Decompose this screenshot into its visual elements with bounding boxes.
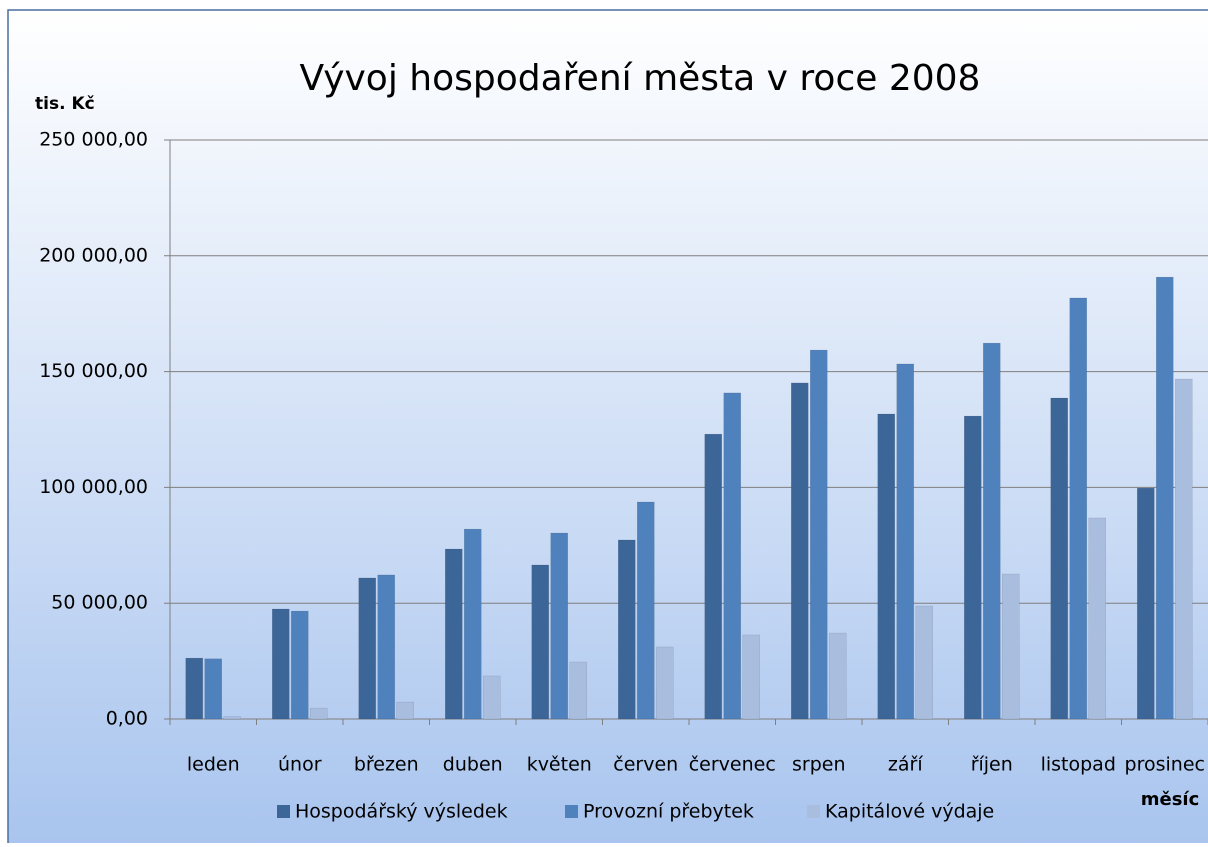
bar (310, 707, 328, 720)
bar (1002, 573, 1020, 720)
x-tick-label: květen (527, 754, 592, 776)
bar (358, 577, 376, 720)
legend-swatch (277, 805, 290, 818)
bar (810, 349, 828, 720)
x-tick-label: srpen (792, 754, 846, 776)
bar (964, 415, 982, 720)
bar (223, 716, 241, 720)
y-tick-label: 250 000,00 (39, 129, 148, 151)
x-tick-label: prosinec (1125, 754, 1205, 776)
y-tick-label: 200 000,00 (39, 244, 148, 266)
bar (204, 658, 222, 720)
bar (445, 548, 463, 720)
bar (742, 634, 760, 720)
legend-label: Kapitálové výdaje (825, 801, 994, 823)
y-axis-label: tis. Kč (35, 94, 95, 114)
x-axis-label: měsíc (1141, 789, 1200, 810)
bar (829, 632, 847, 720)
bar (1137, 487, 1155, 720)
bar (1156, 276, 1174, 720)
bar (704, 433, 722, 720)
legend-swatch (565, 805, 578, 818)
bar (531, 564, 549, 720)
x-tick-label: listopad (1041, 754, 1116, 776)
bar (1175, 378, 1193, 720)
bar (1050, 397, 1068, 720)
bar (185, 657, 203, 720)
bar (983, 342, 1001, 720)
legend-label: Provozní přebytek (583, 801, 754, 823)
y-tick-label: 100 000,00 (39, 476, 148, 498)
y-tick-label: 0,00 (106, 708, 148, 730)
bar (569, 661, 587, 720)
y-tick-label: 150 000,00 (39, 360, 148, 382)
y-tick-label: 50 000,00 (51, 592, 148, 614)
bar (1069, 297, 1087, 720)
x-tick-label: únor (278, 754, 322, 776)
chart-title: Vývoj hospodaření města v roce 2008 (300, 58, 981, 99)
bar (377, 574, 395, 720)
bar (896, 363, 914, 720)
legend-swatch (807, 805, 820, 818)
bar (396, 701, 414, 720)
x-tick-label: duben (443, 754, 503, 776)
legend-label: Hospodářský výsledek (295, 801, 508, 823)
bar (483, 675, 501, 720)
bar (656, 646, 674, 720)
bar (791, 382, 809, 720)
bar (464, 528, 482, 720)
bar (723, 392, 741, 720)
x-tick-label: červenec (689, 754, 776, 776)
x-tick-label: leden (187, 754, 240, 776)
x-tick-label: březen (354, 754, 419, 776)
bar (550, 532, 568, 720)
bar (915, 605, 933, 720)
bar (272, 608, 290, 720)
x-tick-label: září (888, 754, 923, 776)
bar (618, 539, 636, 720)
x-tick-label: říjen (971, 754, 1013, 776)
bar (291, 610, 309, 720)
bar (1088, 517, 1106, 720)
x-tick-label: červen (613, 754, 678, 776)
bar (637, 501, 655, 720)
bar (877, 413, 895, 720)
